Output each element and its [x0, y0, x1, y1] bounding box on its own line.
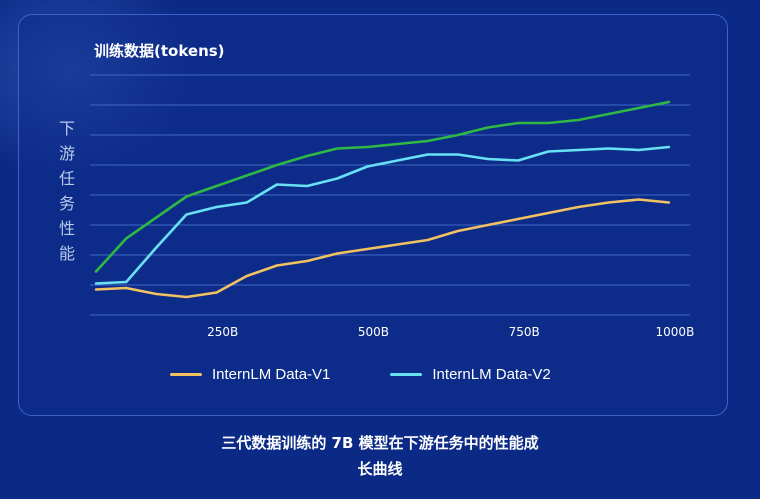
- legend-label-v1: InternLM Data-V1: [212, 366, 331, 383]
- y-unit-label: 训练数据(tokens): [94, 42, 225, 60]
- legend: InternLM Data-V1 InternLM Data-V2: [170, 366, 551, 383]
- series-line-3: [94, 198, 671, 299]
- caption-line-1: 三代数据训练的 7B 模型在下游任务中的性能成: [221, 434, 539, 452]
- y-axis-label-char: 性: [58, 219, 75, 238]
- figure-caption: 三代数据训练的 7B 模型在下游任务中的性能成 长曲线: [0, 430, 760, 482]
- legend-item-v2: InternLM Data-V2: [390, 366, 551, 383]
- x-tick-label: 1000B: [656, 325, 695, 339]
- y-axis-label-char: 下: [58, 119, 75, 138]
- legend-label-v2: InternLM Data-V2: [432, 366, 551, 383]
- x-tick-label: 750B: [509, 325, 540, 339]
- chart-panel: [18, 14, 728, 416]
- x-tick-label: 500B: [358, 325, 389, 339]
- legend-item-v1: InternLM Data-V1: [170, 366, 330, 383]
- caption-line-2: 长曲线: [357, 460, 403, 478]
- legend-swatch-v1: [170, 373, 202, 376]
- series-line-2: [94, 145, 671, 285]
- x-tick-label: 250B: [207, 325, 238, 339]
- legend-swatch-v2: [390, 373, 423, 376]
- series-line-1: [94, 100, 671, 273]
- y-axis-label-char: 游: [58, 144, 75, 163]
- y-axis-label-char: 务: [58, 194, 75, 213]
- y-axis-label-char: 能: [58, 244, 75, 263]
- y-axis-label: 下 游 任 务 性 能: [56, 116, 78, 266]
- y-axis-label-char: 任: [58, 169, 75, 188]
